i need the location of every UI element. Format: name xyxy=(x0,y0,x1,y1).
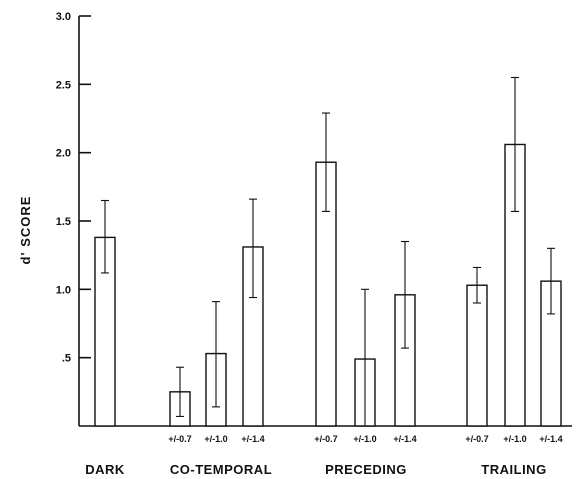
x-tick-label: +/-1.4 xyxy=(539,434,562,444)
y-tick-label: 1.5 xyxy=(56,216,71,228)
y-tick-label: 2.0 xyxy=(56,148,71,160)
x-tick-label: +/-0.7 xyxy=(168,434,191,444)
labels: DARK +/-0.7 +/-1.0 +/-1.4 CO-TEMPORAL +/-0.7 +… xyxy=(85,434,562,477)
group-label: TRAILING xyxy=(481,462,546,477)
x-tick-label: +/-1.0 xyxy=(204,434,227,444)
group-label: DARK xyxy=(85,462,125,477)
y-tick-label: 1.0 xyxy=(56,284,71,296)
group-label: PRECEDING xyxy=(325,462,407,477)
y-tick-label: 3.0 xyxy=(56,11,71,23)
x-tick-label: +/-0.7 xyxy=(465,434,488,444)
axes: .5 1.0 1.5 2.0 2.5 3.0 xyxy=(56,11,572,427)
y-axis-label: d' SCORE xyxy=(18,196,33,265)
x-tick-label: +/-1.4 xyxy=(241,434,264,444)
y-tick-label: 2.5 xyxy=(56,79,71,91)
y-tick-label: .5 xyxy=(62,353,71,365)
x-tick-label: +/-0.7 xyxy=(314,434,337,444)
bars xyxy=(94,76,562,427)
x-tick-label: +/-1.4 xyxy=(393,434,416,444)
x-tick-label: +/-1.0 xyxy=(503,434,526,444)
x-tick-label: +/-1.0 xyxy=(353,434,376,444)
bar xyxy=(466,284,488,427)
group-label: CO-TEMPORAL xyxy=(170,462,272,477)
